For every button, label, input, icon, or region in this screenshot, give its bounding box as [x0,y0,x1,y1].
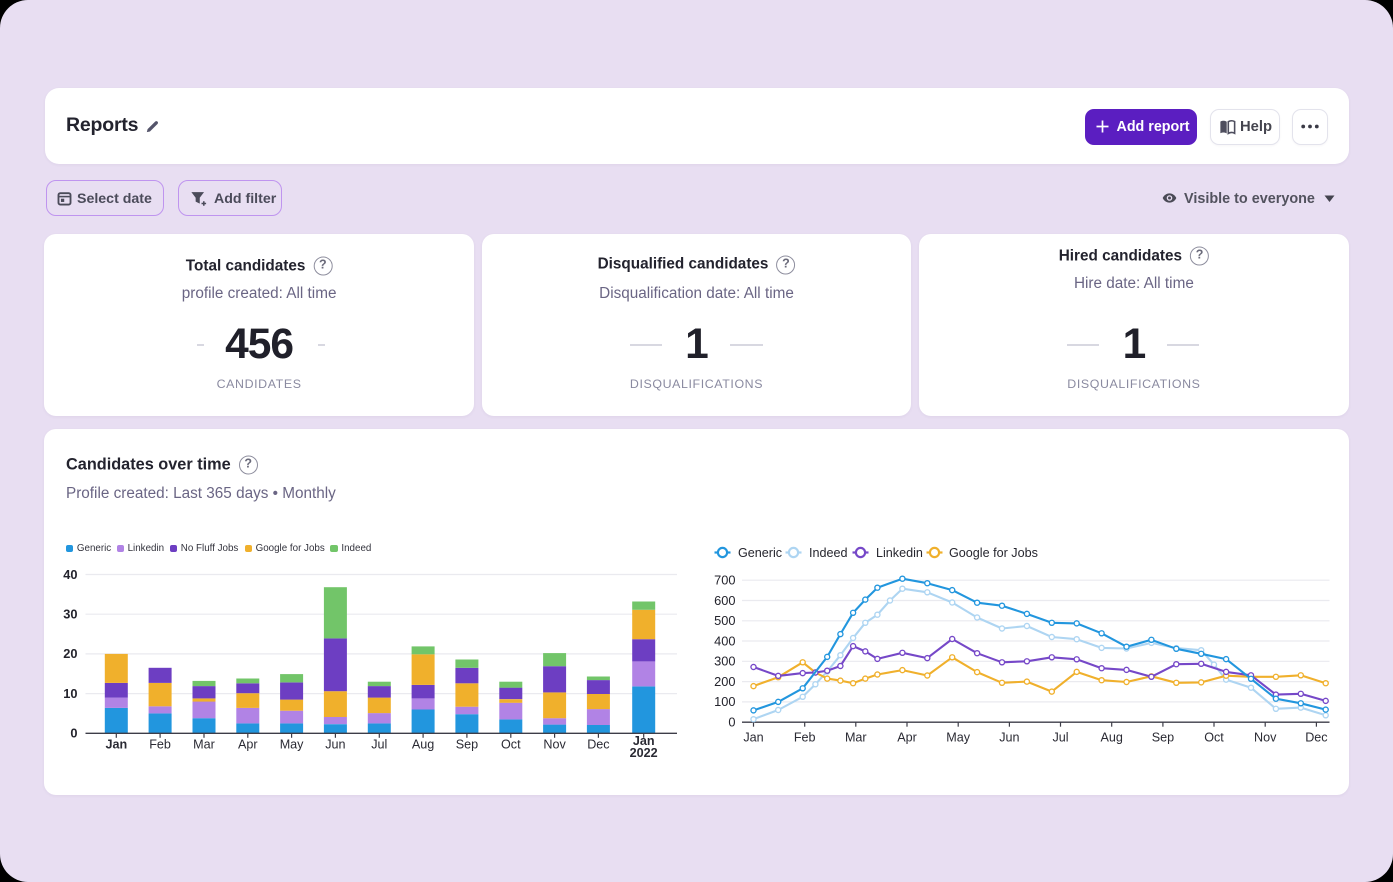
svg-text:Jun: Jun [999,731,1019,745]
svg-text:100: 100 [714,694,735,709]
svg-text:Oct: Oct [1204,731,1224,745]
svg-text:10: 10 [63,686,77,701]
svg-text:Apr: Apr [238,738,258,752]
svg-text:0: 0 [70,726,77,741]
svg-text:600: 600 [714,593,735,608]
svg-text:Nov: Nov [543,738,566,752]
svg-text:Aug: Aug [412,738,434,752]
svg-text:Dec: Dec [1305,731,1327,745]
svg-text:500: 500 [714,613,735,628]
svg-text:Sep: Sep [1152,731,1174,745]
svg-text:30: 30 [63,607,77,622]
svg-text:Jan: Jan [633,734,655,748]
svg-text:Nov: Nov [1254,731,1277,745]
svg-text:Oct: Oct [501,738,521,752]
svg-text:Jul: Jul [371,738,387,752]
svg-text:Jul: Jul [1052,731,1068,745]
svg-text:Jun: Jun [325,738,345,752]
svg-text:Jan: Jan [105,738,127,752]
svg-text:May: May [280,738,304,752]
svg-text:0: 0 [728,715,735,730]
svg-text:Mar: Mar [193,738,215,752]
svg-text:400: 400 [714,633,735,648]
svg-text:Jan: Jan [743,731,763,745]
svg-text:Feb: Feb [794,731,816,745]
svg-text:200: 200 [714,674,735,689]
svg-text:700: 700 [714,573,735,588]
svg-text:Feb: Feb [149,738,171,752]
svg-text:20: 20 [63,646,77,661]
svg-text:Sep: Sep [456,738,478,752]
svg-text:Aug: Aug [1100,731,1122,745]
svg-text:Apr: Apr [897,731,917,745]
svg-text:40: 40 [63,567,77,582]
svg-text:2022: 2022 [630,746,658,760]
svg-text:Mar: Mar [845,731,867,745]
svg-text:May: May [946,731,970,745]
svg-text:Dec: Dec [587,738,609,752]
svg-text:300: 300 [714,654,735,669]
